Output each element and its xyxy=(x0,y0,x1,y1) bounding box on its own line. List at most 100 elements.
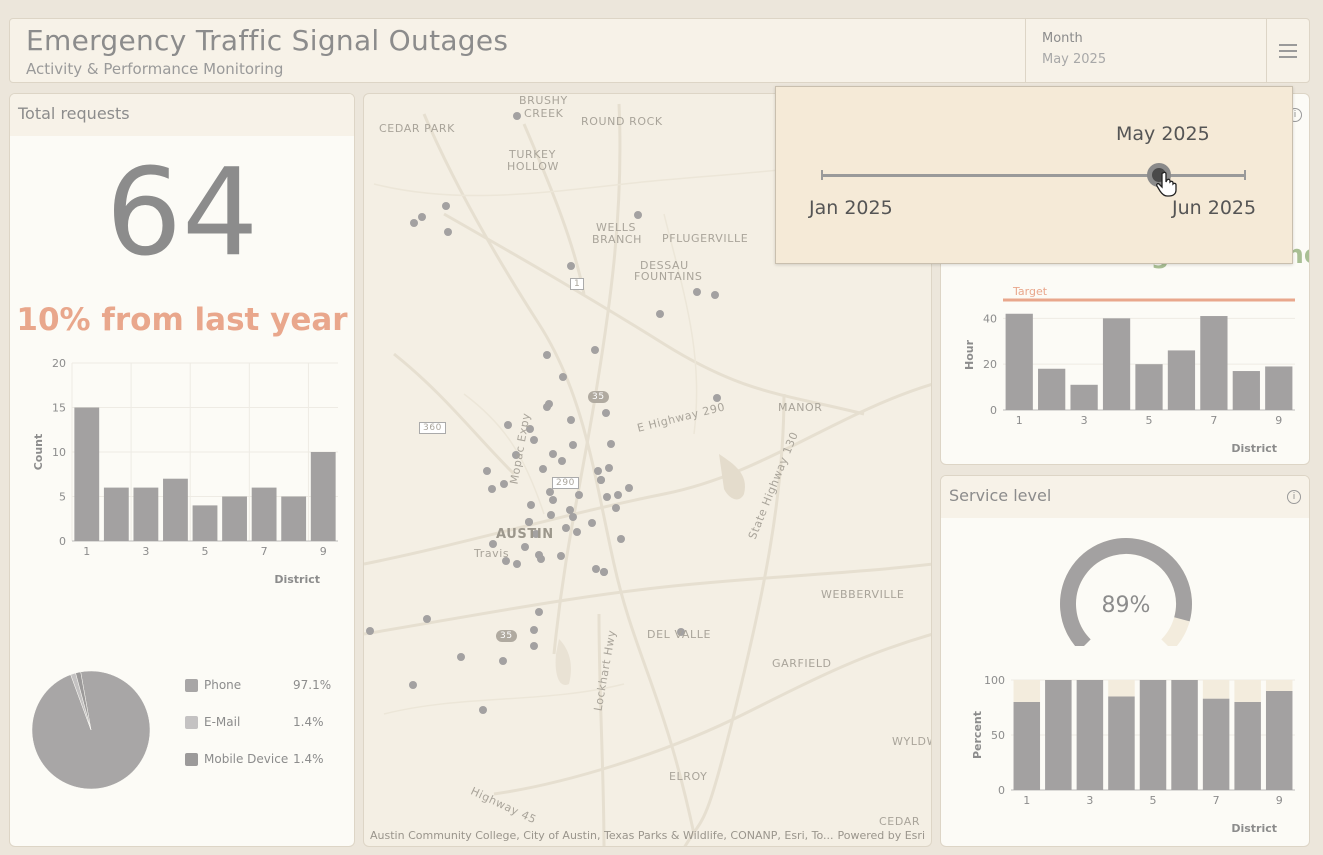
map-label: DEL VALLE xyxy=(647,628,711,641)
district-bar-chart: 0 5 10 15 20 1 3 5 7 9 Count District xyxy=(32,357,338,586)
month-slider-popup: May 2025 Jan 2025 Jun 2025 xyxy=(775,86,1293,264)
menu-icon[interactable] xyxy=(1266,19,1311,82)
legend-item-phone: Phone xyxy=(185,678,241,692)
y-tick-label: 15 xyxy=(52,402,66,415)
map-shield: 290 xyxy=(552,477,579,489)
service-level-bar-chart: 0 50 100 1 3 5 7 9 Percent District xyxy=(971,674,1295,835)
incident-point xyxy=(594,467,602,475)
incident-point xyxy=(656,310,664,318)
x-tick-label: 9 xyxy=(1275,414,1282,427)
x-tick-label: 5 xyxy=(202,545,209,558)
legend-label: E-Mail xyxy=(204,715,241,729)
bar xyxy=(1200,316,1228,410)
incident-point xyxy=(539,465,547,473)
bar xyxy=(1038,368,1066,410)
bar xyxy=(1045,680,1072,790)
incident-point xyxy=(530,626,538,634)
incident-point xyxy=(592,565,600,573)
incident-point xyxy=(504,421,512,429)
incident-point xyxy=(605,464,613,472)
incident-point xyxy=(543,351,551,359)
legend-item-mobile: Mobile Device xyxy=(185,752,288,766)
month-selector[interactable]: Month May 2025 xyxy=(1025,19,1266,82)
bar-remaining xyxy=(1108,680,1135,697)
x-tick-label: 1 xyxy=(1016,414,1023,427)
map-canvas[interactable] xyxy=(364,94,932,847)
slider-track-end xyxy=(1244,170,1246,180)
incident-point xyxy=(600,568,608,576)
bar xyxy=(1167,350,1196,410)
incident-point xyxy=(500,480,508,488)
bar xyxy=(1265,691,1293,790)
map-shield: 360 xyxy=(419,422,446,434)
incident-point xyxy=(591,346,599,354)
bar-remaining xyxy=(1265,680,1293,691)
x-tick-label: 7 xyxy=(1210,414,1217,427)
map-attribution: Austin Community College, City of Austin… xyxy=(370,829,834,842)
incident-point xyxy=(614,491,622,499)
y-tick-label: 0 xyxy=(998,784,1005,797)
incident-points[interactable] xyxy=(364,94,932,847)
bar xyxy=(281,496,307,541)
y-tick-label: 50 xyxy=(991,729,1005,742)
y-tick-label: 5 xyxy=(59,491,66,504)
change-from-last-year: 10% from last year xyxy=(16,302,348,338)
bar xyxy=(74,407,100,541)
bar xyxy=(222,496,247,541)
bar xyxy=(251,487,277,541)
incident-point xyxy=(537,555,545,563)
map-label: ROUND ROCK xyxy=(581,115,663,128)
bar xyxy=(103,487,129,541)
map-shield: 35 xyxy=(496,630,517,642)
slider-track[interactable] xyxy=(822,174,1246,177)
incident-point xyxy=(602,409,610,417)
x-tick-label: 1 xyxy=(83,545,90,558)
map-shield: 35 xyxy=(588,391,609,403)
x-tick-label: 3 xyxy=(1081,414,1088,427)
map-label: WELLS xyxy=(596,221,637,234)
x-axis-label: District xyxy=(1231,822,1277,835)
incident-point xyxy=(634,211,642,219)
map-powered-by[interactable]: Powered by Esri xyxy=(837,829,925,842)
incident-point xyxy=(423,615,431,623)
map-label: GARFIELD xyxy=(772,657,832,670)
incident-point xyxy=(562,524,570,532)
map-label: WEBBERVILLE xyxy=(821,588,905,601)
legend-pct-phone: 97.1% xyxy=(293,678,332,692)
pie-slice xyxy=(75,671,92,731)
total-requests-title: Total requests xyxy=(10,94,354,136)
incident-point xyxy=(483,467,491,475)
map-label: FOUNTAINS xyxy=(634,270,703,283)
incident-point xyxy=(597,476,605,484)
map-label: CEDAR PARK xyxy=(379,122,455,135)
incident-point xyxy=(567,262,575,270)
incident-point xyxy=(549,496,557,504)
legend-swatch xyxy=(185,752,198,766)
info-icon[interactable]: i xyxy=(1287,490,1301,504)
map-label: BRANCH xyxy=(592,233,643,246)
bar-remaining xyxy=(1202,680,1230,699)
map-panel[interactable]: BRUSHY CREEK CEDAR PARK ROUND ROCK TURKE… xyxy=(363,93,932,847)
incident-point xyxy=(442,202,450,210)
y-tick-label: 0 xyxy=(990,404,997,417)
map-shield: 1 xyxy=(570,278,585,290)
bar xyxy=(1265,366,1293,410)
y-tick-label: 20 xyxy=(52,357,66,370)
total-requests-panel: Total requests 64 10% from last year 0 5 1… xyxy=(9,93,355,847)
bar xyxy=(133,487,159,541)
incident-point xyxy=(711,291,719,299)
total-requests-count: 64 xyxy=(105,144,259,283)
incident-point xyxy=(535,608,543,616)
incident-point xyxy=(617,535,625,543)
legend-item-email: E-Mail xyxy=(185,715,240,729)
bar xyxy=(1076,680,1104,790)
month-value: May 2025 xyxy=(1042,52,1107,67)
map-label-austin: AUSTIN xyxy=(496,527,554,542)
incident-point xyxy=(549,450,557,458)
map-label: MANOR xyxy=(778,401,823,414)
map-label: WYLDW xyxy=(892,735,931,748)
bar xyxy=(163,478,188,541)
legend-swatch xyxy=(185,678,198,692)
y-tick-label: 10 xyxy=(52,446,66,459)
incident-point xyxy=(573,528,581,536)
